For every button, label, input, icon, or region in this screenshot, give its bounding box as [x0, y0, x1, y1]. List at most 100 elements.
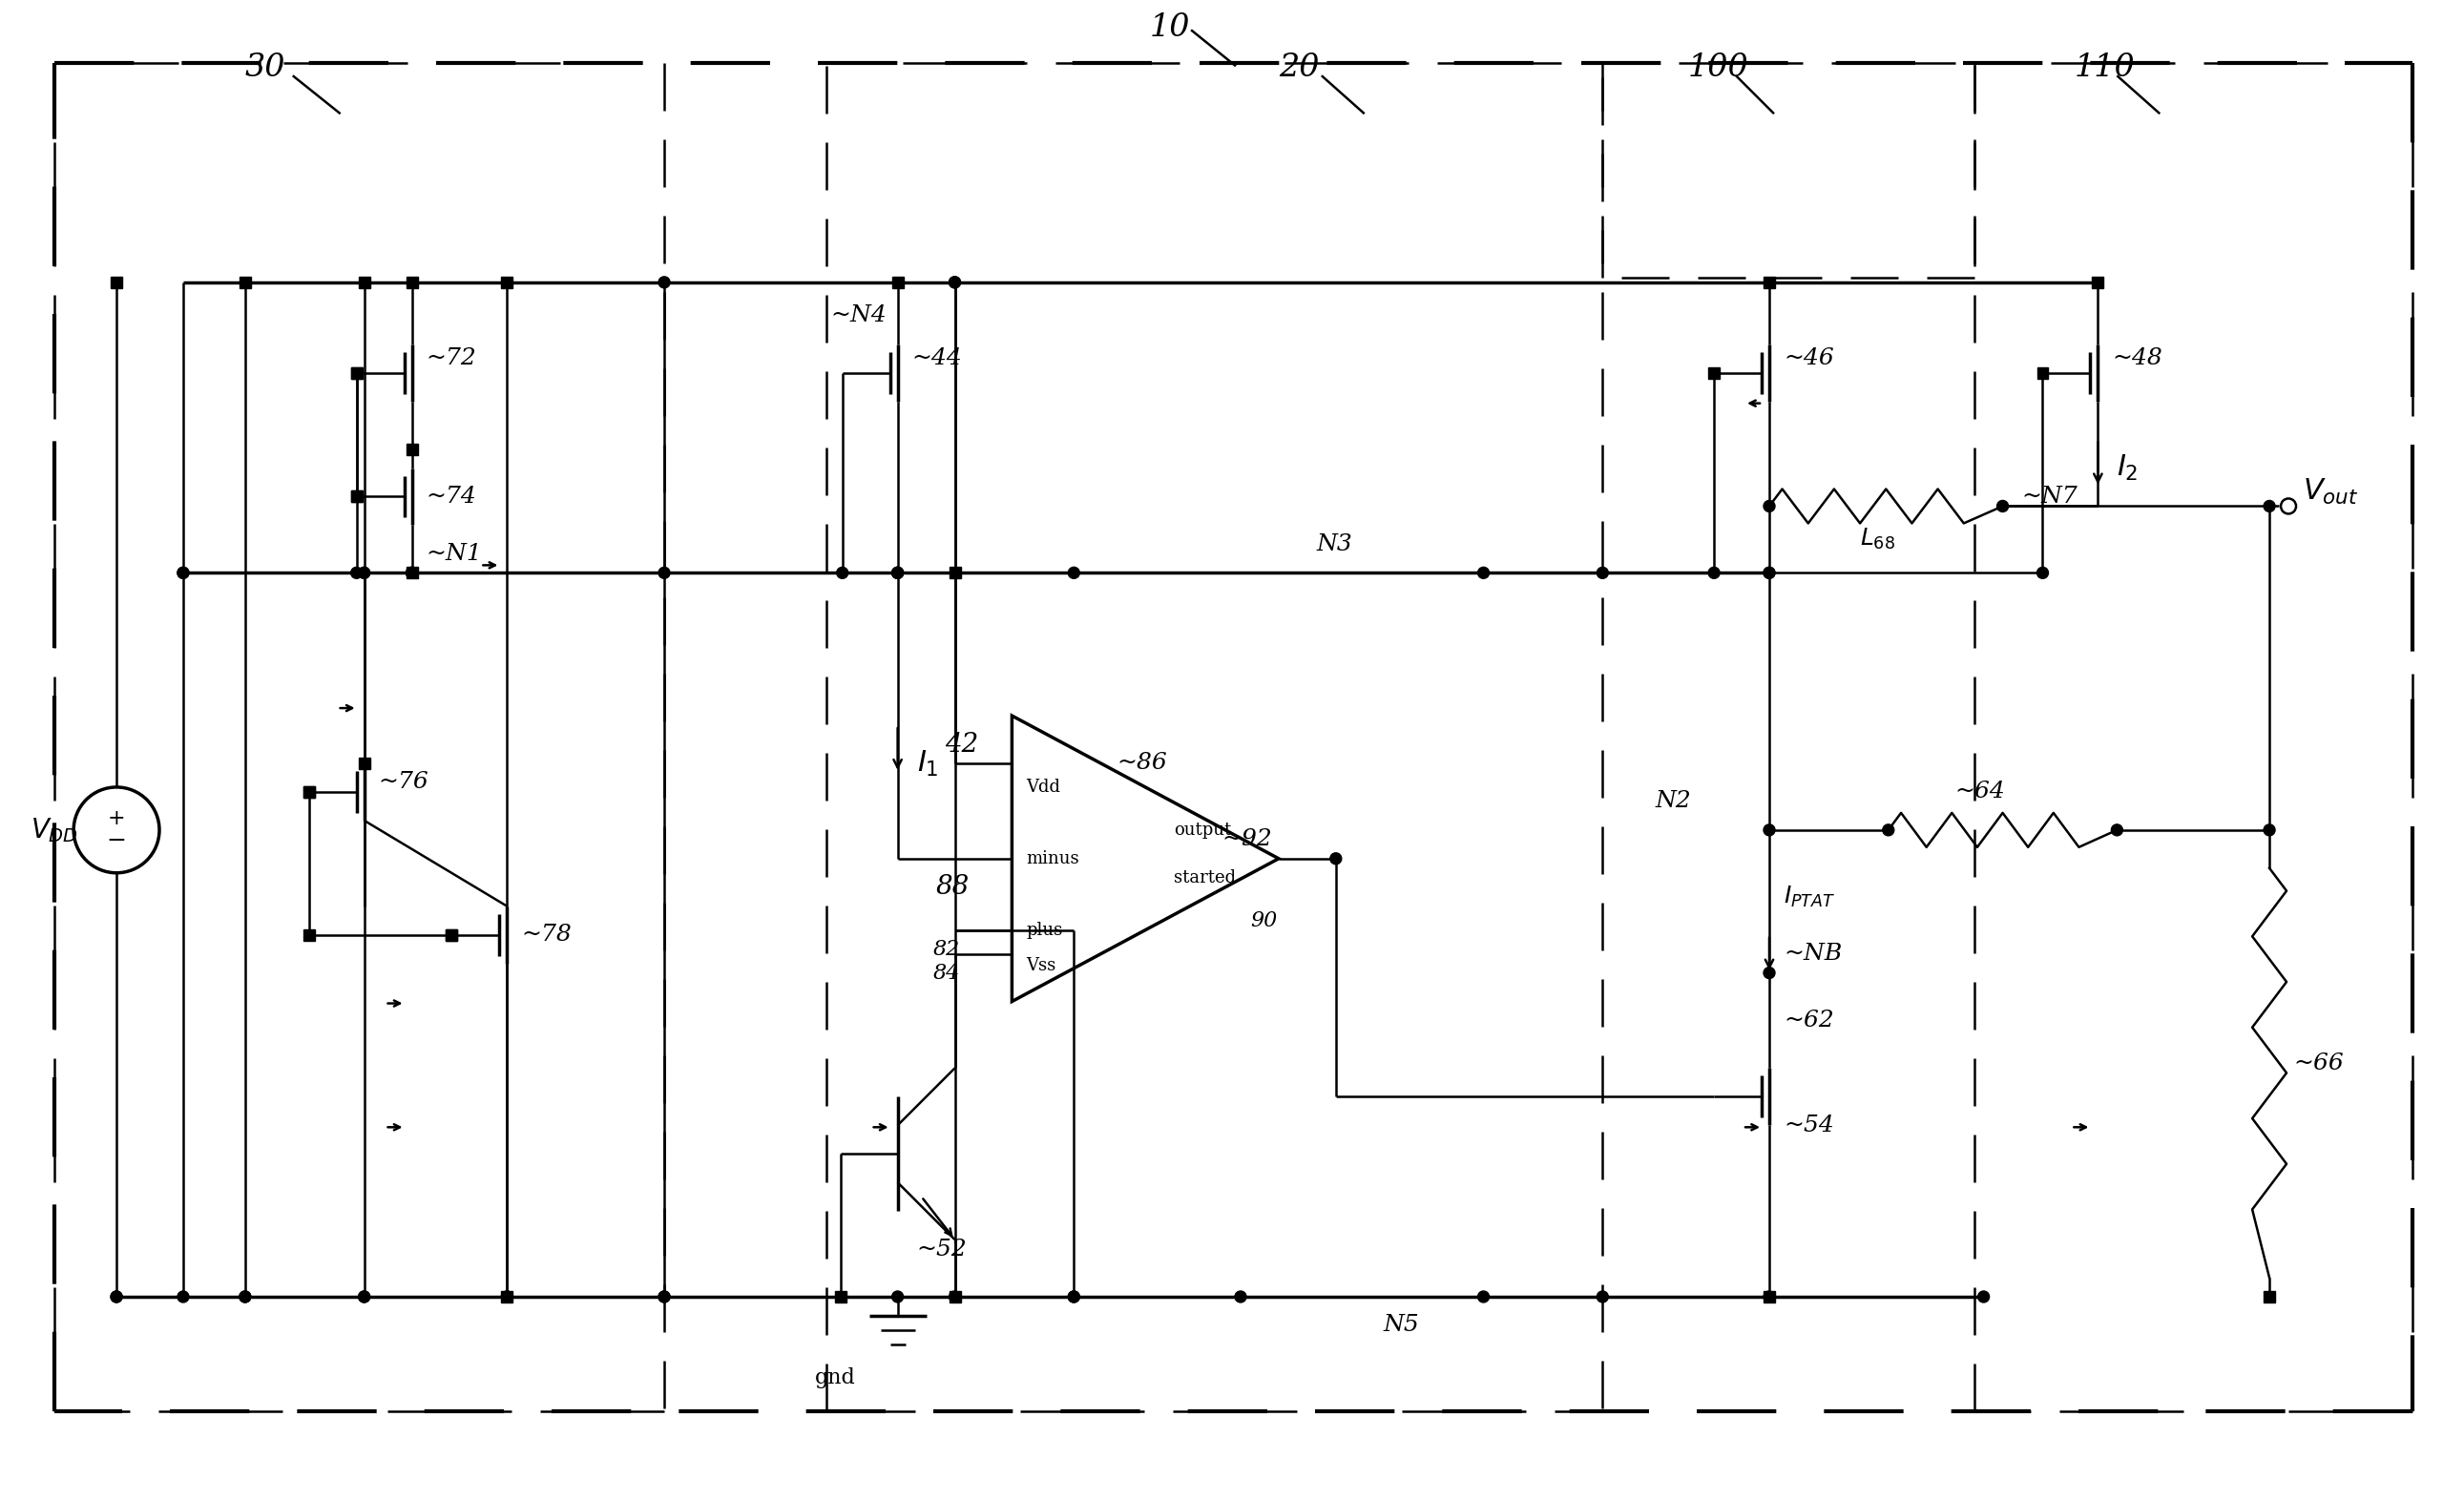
Bar — [500, 1292, 513, 1302]
Text: Vss: Vss — [1025, 957, 1057, 974]
Text: ~62: ~62 — [1784, 1010, 1833, 1032]
Text: ~92: ~92 — [1222, 828, 1271, 850]
Text: ~52: ~52 — [917, 1238, 966, 1260]
Bar — [949, 1292, 961, 1302]
Circle shape — [658, 1292, 670, 1302]
Circle shape — [177, 567, 190, 579]
Bar — [350, 368, 362, 378]
Text: N3: N3 — [1316, 534, 1353, 555]
Circle shape — [500, 1292, 513, 1302]
Circle shape — [1331, 854, 1340, 864]
Circle shape — [1069, 1292, 1079, 1302]
Circle shape — [1764, 567, 1774, 579]
Circle shape — [2112, 825, 2122, 836]
Circle shape — [1764, 968, 1774, 978]
Circle shape — [2264, 501, 2274, 512]
Bar — [407, 567, 416, 579]
Circle shape — [500, 1292, 513, 1302]
Circle shape — [1882, 825, 1895, 836]
Circle shape — [350, 567, 362, 579]
Circle shape — [658, 1292, 670, 1302]
Circle shape — [357, 567, 370, 579]
Text: ~N1: ~N1 — [426, 543, 483, 566]
Text: ~76: ~76 — [379, 771, 429, 794]
Bar — [2092, 276, 2104, 288]
Circle shape — [1979, 1292, 1988, 1302]
Text: ~NB: ~NB — [1784, 944, 1843, 965]
Text: ~46: ~46 — [1784, 348, 1833, 369]
Circle shape — [1764, 501, 1774, 512]
Circle shape — [2264, 825, 2274, 836]
Bar — [350, 490, 362, 502]
Text: N5: N5 — [1382, 1314, 1419, 1336]
Text: 30: 30 — [244, 53, 286, 84]
Text: plus: plus — [1025, 921, 1062, 939]
Text: −: − — [106, 831, 126, 852]
Circle shape — [892, 567, 904, 579]
Circle shape — [111, 1292, 123, 1302]
Circle shape — [949, 276, 961, 288]
Text: ~72: ~72 — [426, 348, 476, 369]
Text: $I_1$: $I_1$ — [917, 748, 939, 779]
Bar — [407, 276, 416, 288]
Circle shape — [949, 276, 961, 288]
Bar — [2038, 368, 2048, 378]
Circle shape — [1478, 567, 1488, 579]
Bar — [446, 928, 458, 940]
Bar — [111, 276, 123, 288]
Circle shape — [1764, 567, 1774, 579]
Circle shape — [1996, 501, 2008, 512]
Bar — [303, 786, 315, 798]
Circle shape — [407, 567, 416, 579]
Text: $V_{out}$: $V_{out}$ — [2304, 477, 2358, 507]
Circle shape — [658, 567, 670, 579]
Bar — [446, 928, 458, 940]
Text: $\mathit{L}_{68}$: $\mathit{L}_{68}$ — [1860, 526, 1895, 552]
Text: $I_2$: $I_2$ — [2117, 453, 2139, 483]
Text: ~74: ~74 — [426, 486, 476, 507]
Bar — [500, 276, 513, 288]
Text: 88: 88 — [936, 874, 968, 900]
Circle shape — [892, 1292, 904, 1302]
Circle shape — [1597, 567, 1609, 579]
Bar — [303, 786, 315, 798]
Bar — [835, 1292, 845, 1302]
Bar — [239, 276, 251, 288]
Bar — [407, 444, 416, 454]
Circle shape — [1764, 825, 1774, 836]
Circle shape — [1764, 1292, 1774, 1302]
Text: output: output — [1173, 822, 1232, 839]
Text: ~48: ~48 — [2112, 348, 2163, 369]
Text: 100: 100 — [1688, 53, 1749, 84]
Circle shape — [892, 567, 904, 579]
Bar — [892, 276, 904, 288]
Circle shape — [658, 276, 670, 288]
Circle shape — [239, 1292, 251, 1302]
Bar — [303, 928, 315, 940]
Text: ~66: ~66 — [2294, 1053, 2343, 1074]
Circle shape — [1069, 1292, 1079, 1302]
Bar — [949, 567, 961, 579]
Bar — [1708, 368, 1720, 378]
Bar — [357, 758, 370, 770]
Text: ~54: ~54 — [1784, 1115, 1833, 1137]
Bar — [350, 368, 362, 378]
Text: $I_{PTAT}$: $I_{PTAT}$ — [1784, 883, 1836, 909]
Text: ~78: ~78 — [522, 924, 572, 946]
Circle shape — [949, 1292, 961, 1302]
Text: ~64: ~64 — [1954, 782, 2006, 803]
Circle shape — [407, 567, 416, 579]
Text: Vdd: Vdd — [1025, 779, 1060, 795]
Circle shape — [838, 567, 848, 579]
Text: 110: 110 — [2075, 53, 2134, 84]
Text: +: + — [108, 809, 126, 830]
Text: ~44: ~44 — [912, 348, 963, 369]
Circle shape — [1597, 1292, 1609, 1302]
Circle shape — [892, 567, 904, 579]
Bar — [2264, 1292, 2274, 1302]
Text: 90: 90 — [1249, 910, 1276, 932]
Text: ~86: ~86 — [1116, 753, 1168, 774]
Circle shape — [1708, 567, 1720, 579]
Text: ~N7: ~N7 — [2023, 486, 2077, 507]
Bar — [1764, 276, 1774, 288]
